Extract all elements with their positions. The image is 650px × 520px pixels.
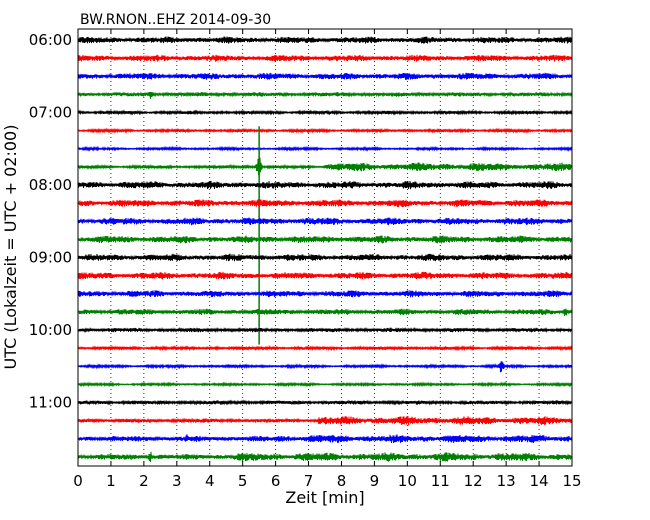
seismogram-trace xyxy=(78,217,573,226)
y-axis-label: UTC (Lokalzeit = UTC + 02:00) xyxy=(1,125,20,370)
seismogram-trace xyxy=(78,235,573,244)
x-tick-label: 8 xyxy=(337,472,347,490)
grid-layer xyxy=(110,29,540,466)
x-tick-label: 11 xyxy=(431,472,450,490)
x-tick-label: 13 xyxy=(497,472,516,490)
seismogram-trace xyxy=(78,72,573,80)
seismogram-trace xyxy=(78,156,573,176)
chart-title: BW.RNON..EHZ 2014-09-30 xyxy=(80,12,271,28)
x-tick-label: 14 xyxy=(530,472,549,490)
x-tick-label: 2 xyxy=(139,472,149,490)
x-tick-label: 3 xyxy=(172,472,182,490)
x-tick-label: 4 xyxy=(205,472,215,490)
seismogram-trace xyxy=(78,180,573,190)
seismogram-trace xyxy=(78,326,573,334)
plot-frame xyxy=(77,28,573,467)
y-tick-label: 11:00 xyxy=(29,394,72,412)
seismogram-trace xyxy=(78,381,573,388)
seismogram-trace xyxy=(78,109,573,116)
x-tick-label: 12 xyxy=(464,472,483,490)
seismogram-trace xyxy=(78,308,573,316)
seismogram-trace xyxy=(78,434,573,443)
seismogram-trace xyxy=(78,36,573,44)
y-tick-label: 08:00 xyxy=(29,176,72,194)
x-tick-label: 1 xyxy=(106,472,116,490)
seismogram-trace xyxy=(78,91,573,99)
y-tick-label: 10:00 xyxy=(29,321,72,339)
x-tick-label: 15 xyxy=(562,472,581,490)
seismogram-trace xyxy=(78,127,573,134)
seismogram-trace xyxy=(78,253,573,262)
x-axis-label: Zeit [min] xyxy=(285,488,364,507)
seismogram-trace xyxy=(78,199,573,208)
seismogram-trace xyxy=(78,399,573,406)
x-tick-label: 7 xyxy=(304,472,314,490)
x-tick-label: 10 xyxy=(398,472,417,490)
tick-layer: 0 1 2 3 4 5 6 7 8 9 10 11 12 13 14 1506:0007:0008:0009:… xyxy=(29,29,582,490)
seismogram-trace xyxy=(78,290,573,298)
y-tick-label: 09:00 xyxy=(29,249,72,267)
seismogram-trace xyxy=(78,344,573,352)
y-tick-label: 06:00 xyxy=(29,31,72,49)
y-tick-label: 07:00 xyxy=(29,104,72,122)
seismogram-trace xyxy=(78,54,573,62)
seismogram-trace xyxy=(78,451,573,462)
x-tick-label: 0 xyxy=(73,472,83,490)
x-tick-label: 9 xyxy=(370,472,380,490)
x-tick-label: 6 xyxy=(271,472,281,490)
seismogram-trace xyxy=(78,361,573,373)
seismogram-trace xyxy=(78,145,573,152)
x-tick-label: 5 xyxy=(238,472,248,490)
seismogram-trace xyxy=(78,416,573,426)
seismogram-trace xyxy=(78,271,573,280)
trace-layer xyxy=(78,36,573,462)
